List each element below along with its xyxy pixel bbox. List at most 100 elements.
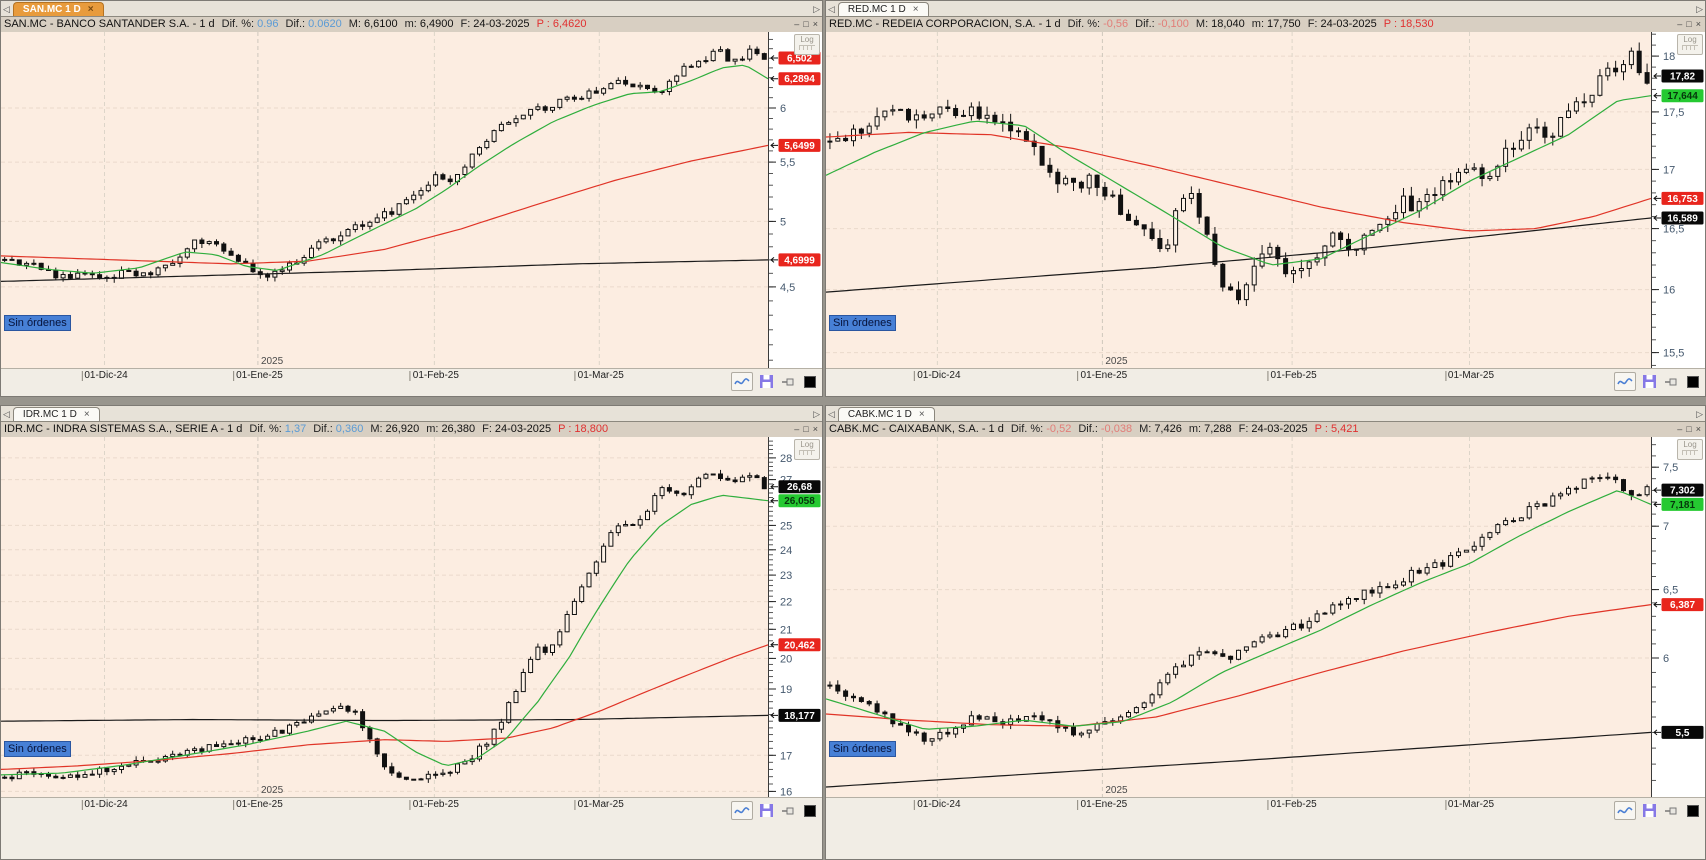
black-square-icon[interactable] xyxy=(801,373,819,390)
indicator-wave-icon[interactable] xyxy=(1614,801,1636,820)
p-value: 18,530 xyxy=(1400,18,1434,30)
pin-icon[interactable] xyxy=(779,373,797,390)
indicator-wave-icon[interactable] xyxy=(731,801,753,820)
tab-scroll-left-icon[interactable]: ◁ xyxy=(828,4,835,14)
year-label: 2025 xyxy=(1105,356,1128,367)
day-max: 7,426 xyxy=(1154,423,1182,435)
maximize-icon[interactable]: □ xyxy=(1686,19,1692,29)
p-value: 6,4620 xyxy=(552,18,587,30)
price-axis[interactable]: 6 5,5 5 4,5 6,502 6,2894 5,6499 4,6999 Log xyxy=(768,32,822,368)
save-icon[interactable] xyxy=(757,373,775,390)
session-date: 24-03-2025 xyxy=(473,18,530,30)
p-value: 5,421 xyxy=(1330,423,1359,435)
svg-text:20,462: 20,462 xyxy=(784,640,815,651)
svg-text:26,68: 26,68 xyxy=(787,482,812,493)
log-scale-button[interactable]: Log xyxy=(1677,439,1703,460)
log-scale-button[interactable]: Log xyxy=(794,439,820,460)
chart-canvas xyxy=(826,437,1651,797)
svg-text:16,753: 16,753 xyxy=(1667,194,1698,205)
close-icon[interactable]: × xyxy=(812,19,818,29)
date-tick-label: 01-Ene-25 xyxy=(233,800,283,810)
minimize-icon[interactable]: – xyxy=(1677,19,1683,29)
svg-text:6,2894: 6,2894 xyxy=(784,74,815,85)
date-tick-label: 01-Ene-25 xyxy=(1077,371,1127,381)
save-icon[interactable] xyxy=(1640,373,1658,390)
chart-window-san: ◁ SAN.MC 1 D × ▷ SAN.MC - BANCO SANTANDE… xyxy=(0,0,823,397)
day-min: 7,288 xyxy=(1204,423,1232,435)
tab-cabk[interactable]: CABK.MC 1 D × xyxy=(837,407,935,421)
chart-window-cabk: ◁ CABK.MC 1 D × ▷ CABK.MC - CAIXABANK, S… xyxy=(825,405,1706,860)
no-orders-badge[interactable]: Sin órdenes xyxy=(4,741,71,758)
window-controls: – □ × xyxy=(790,17,822,32)
candlestick-chart[interactable]: Sin órdenes 2025 xyxy=(826,32,1651,368)
date-tick-label: 01-Feb-25 xyxy=(409,371,459,381)
black-square-icon[interactable] xyxy=(801,802,819,819)
tab-scroll-right-icon[interactable]: ▷ xyxy=(813,4,820,14)
time-axis-strip: 01-Dic-24 01-Ene-25 01-Feb-25 01-Mar-25 xyxy=(826,368,1705,396)
close-icon[interactable]: × xyxy=(1695,424,1701,434)
session-date: 24-03-2025 xyxy=(1320,18,1377,30)
price-axis[interactable]: 18 17,5 17 16,5 16 15,5 17,82 17,644 16,753 16,58… xyxy=(1651,32,1705,368)
svg-text:18: 18 xyxy=(1663,51,1675,63)
pin-icon[interactable] xyxy=(1662,373,1680,390)
tab-scroll-right-icon[interactable]: ▷ xyxy=(1696,4,1703,14)
svg-text:6,387: 6,387 xyxy=(1670,600,1695,611)
symbol-name: SAN.MC - BANCO SANTANDER S.A. - 1 d xyxy=(4,18,215,30)
tab-scroll-left-icon[interactable]: ◁ xyxy=(3,409,10,419)
svg-text:17,644: 17,644 xyxy=(1667,91,1698,102)
maximize-icon[interactable]: □ xyxy=(803,19,809,29)
indicator-wave-icon[interactable] xyxy=(731,372,753,391)
svg-text:16: 16 xyxy=(780,786,792,797)
tab-close-icon[interactable]: × xyxy=(912,3,919,15)
tab-close-icon[interactable]: × xyxy=(918,408,925,420)
svg-text:5,6499: 5,6499 xyxy=(784,141,815,152)
symbol-title-bar: RED.MC - REDEIA CORPORACION, S.A. - 1 d … xyxy=(826,17,1705,32)
tab-label: SAN.MC 1 D xyxy=(22,4,81,15)
price-axis[interactable]: 282725242322212019171626,6826,05820,4621… xyxy=(768,437,822,797)
log-scale-button[interactable]: Log xyxy=(1677,34,1703,55)
day-max: 18,040 xyxy=(1211,18,1245,30)
chart-window-red: ◁ RED.MC 1 D × ▷ RED.MC - REDEIA CORPORA… xyxy=(825,0,1706,397)
date-tick-label: 01-Mar-25 xyxy=(574,371,624,381)
svg-text:15,5: 15,5 xyxy=(1663,348,1684,360)
close-icon[interactable]: × xyxy=(812,424,818,434)
save-icon[interactable] xyxy=(757,802,775,819)
candlestick-chart[interactable]: Sin órdenes 2025 xyxy=(1,437,768,797)
tab-close-icon[interactable]: × xyxy=(87,3,94,15)
window-controls: – □ × xyxy=(1673,422,1705,437)
maximize-icon[interactable]: □ xyxy=(1686,424,1692,434)
price-axis[interactable]: 7,5 7 6,5 6 7,302 7,181 6,387 5,5 Log xyxy=(1651,437,1705,797)
tab-label: RED.MC 1 D xyxy=(847,4,906,15)
minimize-icon[interactable]: – xyxy=(794,424,800,434)
svg-text:19: 19 xyxy=(780,684,792,696)
indicator-wave-icon[interactable] xyxy=(1614,372,1636,391)
tab-scroll-left-icon[interactable]: ◁ xyxy=(828,409,835,419)
save-icon[interactable] xyxy=(1640,802,1658,819)
log-scale-button[interactable]: Log xyxy=(794,34,820,55)
svg-text:4,5: 4,5 xyxy=(780,282,795,294)
candlestick-chart[interactable]: Sin órdenes 2025 xyxy=(1,32,768,368)
tab-red[interactable]: RED.MC 1 D × xyxy=(837,2,929,16)
tab-scroll-right-icon[interactable]: ▷ xyxy=(1696,409,1703,419)
minimize-icon[interactable]: – xyxy=(1677,424,1683,434)
tab-san[interactable]: SAN.MC 1 D × xyxy=(12,2,104,16)
no-orders-badge[interactable]: Sin órdenes xyxy=(829,315,896,332)
tab-idr[interactable]: IDR.MC 1 D × xyxy=(12,407,100,421)
pin-icon[interactable] xyxy=(1662,802,1680,819)
black-square-icon[interactable] xyxy=(1684,373,1702,390)
tab-scroll-left-icon[interactable]: ◁ xyxy=(3,4,10,14)
no-orders-badge[interactable]: Sin órdenes xyxy=(4,315,71,332)
no-orders-badge[interactable]: Sin órdenes xyxy=(829,741,896,758)
window-controls: – □ × xyxy=(1673,17,1705,32)
candlestick-chart[interactable]: Sin órdenes 2025 xyxy=(826,437,1651,797)
tab-scroll-right-icon[interactable]: ▷ xyxy=(813,409,820,419)
tab-close-icon[interactable]: × xyxy=(83,408,90,420)
minimize-icon[interactable]: – xyxy=(794,19,800,29)
black-square-icon[interactable] xyxy=(1684,802,1702,819)
maximize-icon[interactable]: □ xyxy=(803,424,809,434)
pin-icon[interactable] xyxy=(779,802,797,819)
symbol-name: CABK.MC - CAIXABANK, S.A. - 1 d xyxy=(829,423,1004,435)
close-icon[interactable]: × xyxy=(1695,19,1701,29)
svg-text:7: 7 xyxy=(1663,521,1669,533)
svg-text:7,181: 7,181 xyxy=(1670,500,1695,511)
